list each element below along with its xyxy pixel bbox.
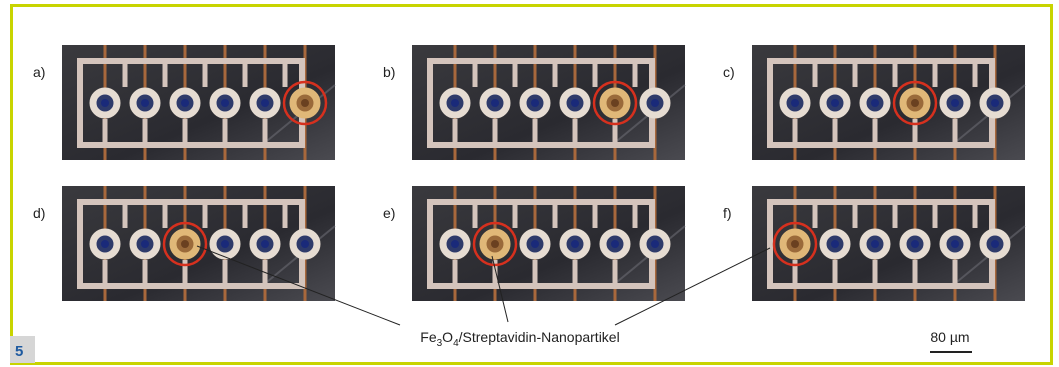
electrode-center (651, 240, 659, 248)
caption-part: Fe (420, 329, 437, 345)
figure-number: 5 (15, 343, 23, 360)
electrode-center (531, 99, 539, 107)
electrode-center (181, 240, 189, 248)
panel-label: c) (723, 64, 735, 80)
electrode-center (491, 240, 499, 248)
electrode-center (791, 99, 799, 107)
electrode-center (951, 240, 959, 248)
electrode-center (141, 99, 149, 107)
electrode-center (181, 99, 189, 107)
electrode-center (301, 99, 309, 107)
electrode-center (991, 99, 999, 107)
electrode-center (301, 240, 309, 248)
micrograph (752, 45, 1025, 160)
electrode-center (991, 240, 999, 248)
electrode-center (791, 240, 799, 248)
scale-bar-label: 80 µm (930, 329, 969, 345)
electrode-center (451, 240, 459, 248)
caption-part: /Streptavidin-Nanopartikel (459, 329, 620, 345)
micrograph (752, 186, 1025, 301)
electrode-center (911, 99, 919, 107)
electrode-center (951, 99, 959, 107)
electrode-center (831, 240, 839, 248)
electrode-center (221, 99, 229, 107)
electrode-center (451, 99, 459, 107)
panel-label: e) (383, 205, 395, 221)
micrograph (412, 45, 685, 160)
electrode-center (261, 240, 269, 248)
panel-label: f) (723, 205, 732, 221)
panel-label: b) (383, 64, 395, 80)
panel-label: a) (33, 64, 45, 80)
electrode-center (261, 99, 269, 107)
electrode-center (571, 99, 579, 107)
electrode-center (651, 99, 659, 107)
figure: 5 a)b)c)d)e)f) Fe3O4/Streptavidin-Nanopa… (0, 0, 1059, 367)
electrode-center (911, 240, 919, 248)
panel-label: d) (33, 205, 45, 221)
electrode-center (101, 99, 109, 107)
electrode-center (101, 240, 109, 248)
electrode-center (871, 240, 879, 248)
electrode-center (831, 99, 839, 107)
electrode-center (571, 240, 579, 248)
electrode-center (871, 99, 879, 107)
micrograph (62, 45, 335, 160)
caption-part: O (442, 329, 453, 345)
electrode-center (611, 99, 619, 107)
electrode-center (611, 240, 619, 248)
electrode-center (221, 240, 229, 248)
electrode-center (491, 99, 499, 107)
electrode-center (141, 240, 149, 248)
micrograph (412, 186, 685, 301)
electrode-center (531, 240, 539, 248)
